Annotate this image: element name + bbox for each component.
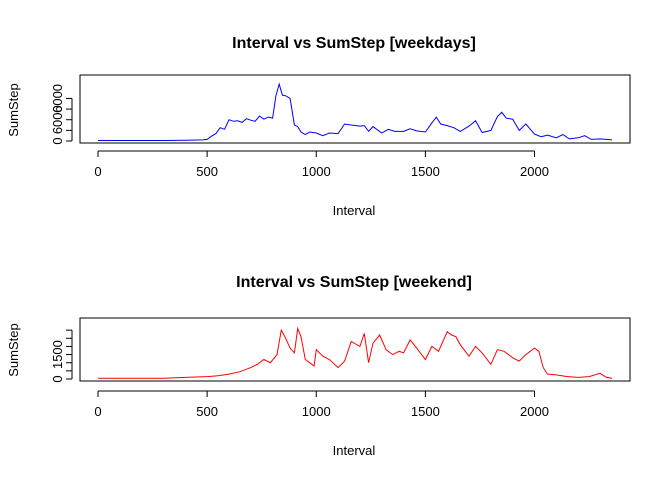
weekend-x-tick-label: 0: [94, 404, 101, 419]
weekend-x-axis: 0 500 1000 1500 2000: [94, 390, 549, 419]
weekdays-x-axis-label: Interval: [333, 203, 376, 218]
weekdays-series-line: [98, 82, 613, 141]
weekdays-x-tick-label: 1500: [411, 164, 440, 179]
weekend-y-axis-label: SumStep: [6, 323, 21, 376]
weekdays-x-tick-label: 0: [94, 164, 101, 179]
weekend-series-line: [98, 326, 613, 379]
weekend-title: Interval vs SumStep [weekend]: [236, 274, 472, 291]
weekdays-x-tick-label: 500: [196, 164, 218, 179]
weekdays-y-axis-label: SumStep: [6, 83, 21, 136]
weekend-x-axis-label: Interval: [333, 443, 376, 458]
weekdays-y-tick-label: 6000: [50, 105, 65, 134]
weekdays-panel: Interval vs SumStep [weekdays] 0 500 1000 1…: [6, 35, 631, 218]
weekdays-y-tick-label: 0: [50, 137, 65, 144]
weekdays-y-tick-label: 6000: [50, 84, 65, 113]
weekend-plot-frame: [79, 317, 631, 382]
weekend-y-axis: 0 1500: [50, 329, 73, 383]
weekend-x-tick-label: 1500: [411, 404, 440, 419]
weekend-x-tick-label: 500: [196, 404, 218, 419]
weekend-y-tick-label: 1500: [50, 340, 65, 369]
weekend-y-tick-label: 0: [50, 375, 65, 382]
weekdays-title: Interval vs SumStep [weekdays]: [232, 35, 476, 52]
weekdays-x-axis: 0 500 1000 1500 2000: [94, 150, 549, 179]
weekend-panel: Interval vs SumStep [weekend] 0 500 1000 15…: [6, 274, 631, 458]
weekdays-x-tick-label: 1000: [302, 164, 331, 179]
weekdays-x-tick-label: 2000: [520, 164, 549, 179]
weekend-x-tick-label: 2000: [520, 404, 549, 419]
weekdays-plot-frame: [79, 74, 631, 144]
weekend-x-tick-label: 1000: [302, 404, 331, 419]
